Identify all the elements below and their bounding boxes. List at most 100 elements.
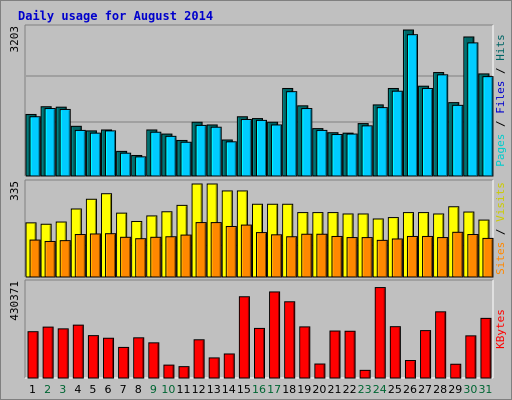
bar-sites-day-1 (29, 239, 41, 278)
day-label-9: 9 (150, 383, 157, 396)
bar-files-day-18 (286, 91, 298, 177)
bar-sites-day-3 (59, 240, 71, 278)
bar-sites-day-24 (376, 239, 388, 278)
bar-sites-day-29 (452, 231, 464, 278)
bar-files-day-28 (437, 74, 449, 177)
bar-kbytes-day-21 (329, 330, 341, 379)
bar-files-day-5 (89, 132, 101, 177)
bar-sites-day-16 (256, 232, 267, 278)
bar-sites-day-4 (74, 234, 86, 278)
bar-files-day-31 (482, 76, 494, 177)
bar-kbytes-day-23 (359, 369, 371, 379)
day-label-4: 4 (74, 383, 81, 396)
legend-part: Pages (494, 134, 507, 167)
day-label-15: 15 (237, 383, 251, 396)
chart-title: Daily usage for August 2014 (18, 9, 214, 23)
day-label-10: 10 (161, 383, 175, 396)
day-label-11: 11 (177, 383, 191, 396)
bar-kbytes-day-14 (223, 353, 235, 379)
bar-files-day-4 (74, 129, 86, 177)
bar-sites-day-27 (422, 235, 434, 278)
bar-files-day-15 (240, 118, 252, 177)
bar-kbytes-day-26 (404, 360, 416, 379)
bar-kbytes-day-30 (465, 335, 477, 379)
bar-sites-day-12 (195, 222, 207, 278)
bar-sites-day-20 (316, 233, 328, 278)
day-label-7: 7 (120, 383, 127, 396)
bar-kbytes-day-7 (118, 346, 130, 379)
legend-part: Sites (494, 242, 507, 275)
day-label-17: 17 (267, 383, 281, 396)
bar-kbytes-day-13 (208, 357, 220, 379)
bar-sites-day-10 (165, 236, 177, 278)
bar-kbytes-day-6 (103, 337, 115, 379)
day-label-18: 18 (282, 383, 296, 396)
day-label-13: 13 (207, 383, 221, 396)
legend-part: / (494, 114, 507, 134)
panel-1-legend: Sites / Visits (494, 182, 507, 275)
bar-kbytes-day-22 (344, 330, 356, 379)
bar-kbytes-day-18 (284, 301, 296, 379)
day-label-19: 19 (297, 383, 311, 396)
panel-2-max-label: 430371 (8, 281, 21, 321)
bar-files-day-26 (406, 34, 418, 177)
bar-kbytes-day-12 (193, 339, 205, 379)
panel-0-legend: Pages / Files / Hits (494, 34, 507, 167)
bar-sites-day-9 (150, 236, 162, 278)
bar-kbytes-day-24 (374, 287, 386, 379)
bar-files-day-19 (301, 108, 313, 177)
day-label-12: 12 (192, 383, 206, 396)
day-label-23: 23 (358, 383, 372, 396)
bar-files-day-1 (29, 116, 41, 177)
day-label-21: 21 (327, 383, 341, 396)
bar-files-day-13 (210, 126, 222, 177)
day-label-26: 26 (403, 383, 417, 396)
day-label-14: 14 (222, 383, 236, 396)
bar-files-day-23 (361, 125, 373, 177)
bar-sites-day-22 (346, 237, 358, 278)
bar-files-day-6 (105, 130, 117, 177)
bar-kbytes-day-15 (238, 296, 250, 379)
bar-kbytes-day-16 (254, 327, 265, 379)
legend-part: / (494, 222, 507, 242)
panel-1-max-label: 335 (8, 181, 21, 201)
bar-files-day-8 (135, 156, 147, 177)
bar-files-day-22 (346, 133, 358, 177)
bar-sites-day-7 (120, 236, 132, 278)
day-label-27: 27 (418, 383, 432, 396)
day-label-3: 3 (59, 383, 66, 396)
bar-kbytes-day-31 (480, 317, 492, 379)
bar-kbytes-day-27 (420, 330, 432, 379)
bar-sites-day-13 (210, 222, 222, 278)
bar-kbytes-day-2 (42, 326, 54, 379)
day-label-28: 28 (433, 383, 447, 396)
bar-files-day-30 (467, 42, 479, 177)
day-label-20: 20 (312, 383, 326, 396)
day-label-2: 2 (44, 383, 51, 396)
bar-files-day-27 (422, 87, 434, 177)
bar-kbytes-day-20 (314, 363, 326, 379)
bar-kbytes-day-11 (178, 366, 190, 379)
bar-files-day-20 (316, 129, 328, 177)
bar-files-day-10 (165, 135, 177, 177)
bar-sites-day-19 (301, 233, 313, 278)
day-label-25: 25 (388, 383, 402, 396)
bar-sites-day-23 (361, 237, 373, 278)
bar-files-day-24 (376, 107, 388, 177)
bar-sites-day-8 (135, 238, 147, 278)
bar-kbytes-day-4 (72, 324, 84, 379)
legend-part: Files (494, 81, 507, 114)
day-label-31: 31 (478, 383, 492, 396)
bar-files-day-12 (195, 124, 207, 177)
day-label-16: 16 (252, 383, 266, 396)
bar-sites-day-18 (286, 236, 298, 278)
bar-kbytes-day-10 (163, 364, 175, 379)
bar-kbytes-day-1 (27, 331, 39, 379)
bar-sites-day-30 (467, 234, 479, 278)
bar-sites-day-31 (482, 237, 494, 278)
bar-files-day-17 (271, 124, 283, 177)
day-label-22: 22 (343, 383, 357, 396)
bar-sites-day-17 (271, 234, 283, 278)
day-label-8: 8 (135, 383, 142, 396)
bar-sites-day-21 (331, 235, 343, 278)
